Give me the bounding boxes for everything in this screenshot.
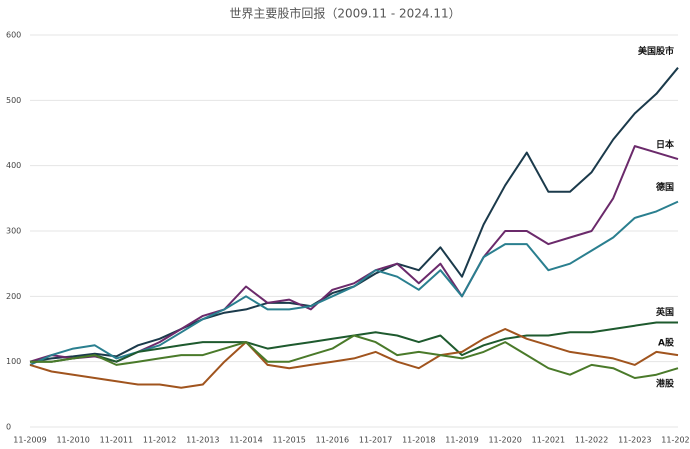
series-label: 英国 bbox=[655, 306, 674, 318]
x-tick-label: 11-2020 bbox=[488, 436, 521, 445]
series-line bbox=[29, 145, 679, 363]
x-tick-label: 11-2017 bbox=[359, 436, 392, 445]
y-tick-label: 100 bbox=[6, 357, 21, 366]
y-tick-label: 300 bbox=[6, 227, 21, 236]
x-tick-label: 11-2023 bbox=[618, 436, 651, 445]
series-line bbox=[29, 67, 679, 363]
x-tick-label: 11-2012 bbox=[143, 436, 176, 445]
y-tick-label: 400 bbox=[6, 161, 21, 170]
x-tick-label: 11-2010 bbox=[56, 436, 89, 445]
y-tick-label: 0 bbox=[6, 423, 11, 432]
x-tick-label: 11-2013 bbox=[186, 436, 219, 445]
x-tick-label: 11-2011 bbox=[100, 436, 133, 445]
x-tick-label: 11-2014 bbox=[229, 436, 262, 445]
chart-title: 世界主要股市回报（2009.11 - 2024.11） bbox=[229, 6, 460, 21]
x-tick-label: 11-2009 bbox=[13, 436, 46, 445]
series-label: 美国股市 bbox=[638, 45, 674, 57]
x-tick-label: 11-2016 bbox=[316, 436, 349, 445]
series-line bbox=[30, 321, 678, 363]
x-tick-label: 11-2021 bbox=[532, 436, 565, 445]
series-line bbox=[29, 328, 679, 389]
series-label: A股 bbox=[658, 338, 675, 349]
y-tick-label: 600 bbox=[6, 31, 21, 40]
series-label: 日本 bbox=[656, 139, 675, 151]
x-tick-label: 11-2015 bbox=[272, 436, 305, 445]
x-tick-label: 11-2022 bbox=[575, 436, 608, 445]
y-tick-label: 200 bbox=[6, 292, 21, 301]
x-tick-label: 11-2018 bbox=[402, 436, 435, 445]
x-tick-label: 11-2024 bbox=[661, 436, 690, 445]
series-label: 港股 bbox=[656, 378, 675, 390]
x-tick-label: 11-2019 bbox=[445, 436, 478, 445]
series-label: 德国 bbox=[656, 181, 674, 193]
series-line bbox=[30, 334, 679, 379]
y-tick-label: 500 bbox=[6, 96, 21, 105]
